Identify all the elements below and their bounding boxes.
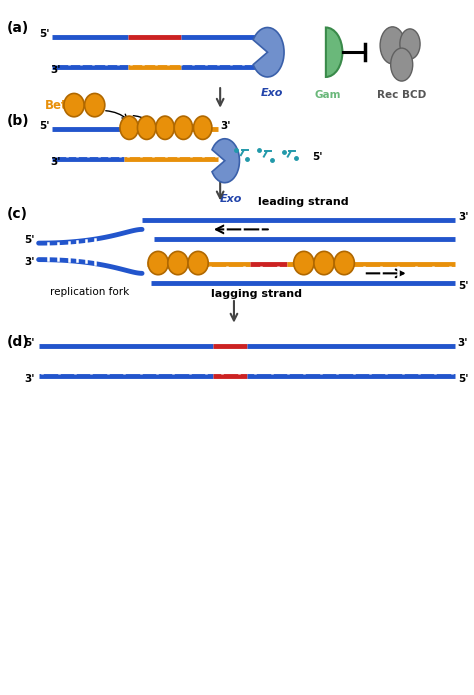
Text: 5': 5' <box>25 236 35 245</box>
Ellipse shape <box>137 116 156 140</box>
Ellipse shape <box>168 252 188 275</box>
Ellipse shape <box>64 93 84 117</box>
Text: 5': 5' <box>40 29 50 40</box>
Circle shape <box>400 29 420 59</box>
Wedge shape <box>326 28 342 77</box>
Text: lagging strand: lagging strand <box>211 289 302 299</box>
Text: 3': 3' <box>25 257 35 268</box>
Ellipse shape <box>174 116 192 140</box>
Text: Beta: Beta <box>45 99 75 112</box>
Text: (b): (b) <box>7 114 29 128</box>
Text: 3': 3' <box>50 65 61 75</box>
Wedge shape <box>253 28 284 77</box>
Text: (a): (a) <box>7 22 29 35</box>
Text: 5': 5' <box>40 122 50 131</box>
Text: (d): (d) <box>7 335 29 349</box>
Text: 5': 5' <box>25 338 35 348</box>
Ellipse shape <box>148 252 168 275</box>
Ellipse shape <box>314 252 334 275</box>
Ellipse shape <box>156 116 174 140</box>
Text: leading strand: leading strand <box>257 197 348 206</box>
Text: Exo: Exo <box>219 194 242 204</box>
Ellipse shape <box>193 116 212 140</box>
Text: (c): (c) <box>7 206 27 221</box>
Wedge shape <box>212 139 239 183</box>
Text: 3': 3' <box>458 338 468 348</box>
Text: 3': 3' <box>220 122 231 131</box>
Ellipse shape <box>120 116 138 140</box>
Circle shape <box>380 27 405 64</box>
Circle shape <box>391 48 413 81</box>
Ellipse shape <box>84 93 105 117</box>
Text: 3': 3' <box>50 157 61 167</box>
Text: Exo: Exo <box>261 88 283 98</box>
Text: 5': 5' <box>312 152 323 162</box>
Text: 5': 5' <box>458 374 468 384</box>
Ellipse shape <box>334 252 355 275</box>
Ellipse shape <box>294 252 314 275</box>
Text: Rec BCD: Rec BCD <box>377 90 426 100</box>
Text: 5': 5' <box>458 281 469 291</box>
Text: Gam: Gam <box>315 90 341 100</box>
Text: 5': 5' <box>262 65 272 75</box>
Text: 3': 3' <box>25 374 35 384</box>
Ellipse shape <box>188 252 208 275</box>
Text: 3': 3' <box>458 212 469 222</box>
Text: replication fork: replication fork <box>50 287 129 297</box>
Text: 3': 3' <box>262 29 272 40</box>
